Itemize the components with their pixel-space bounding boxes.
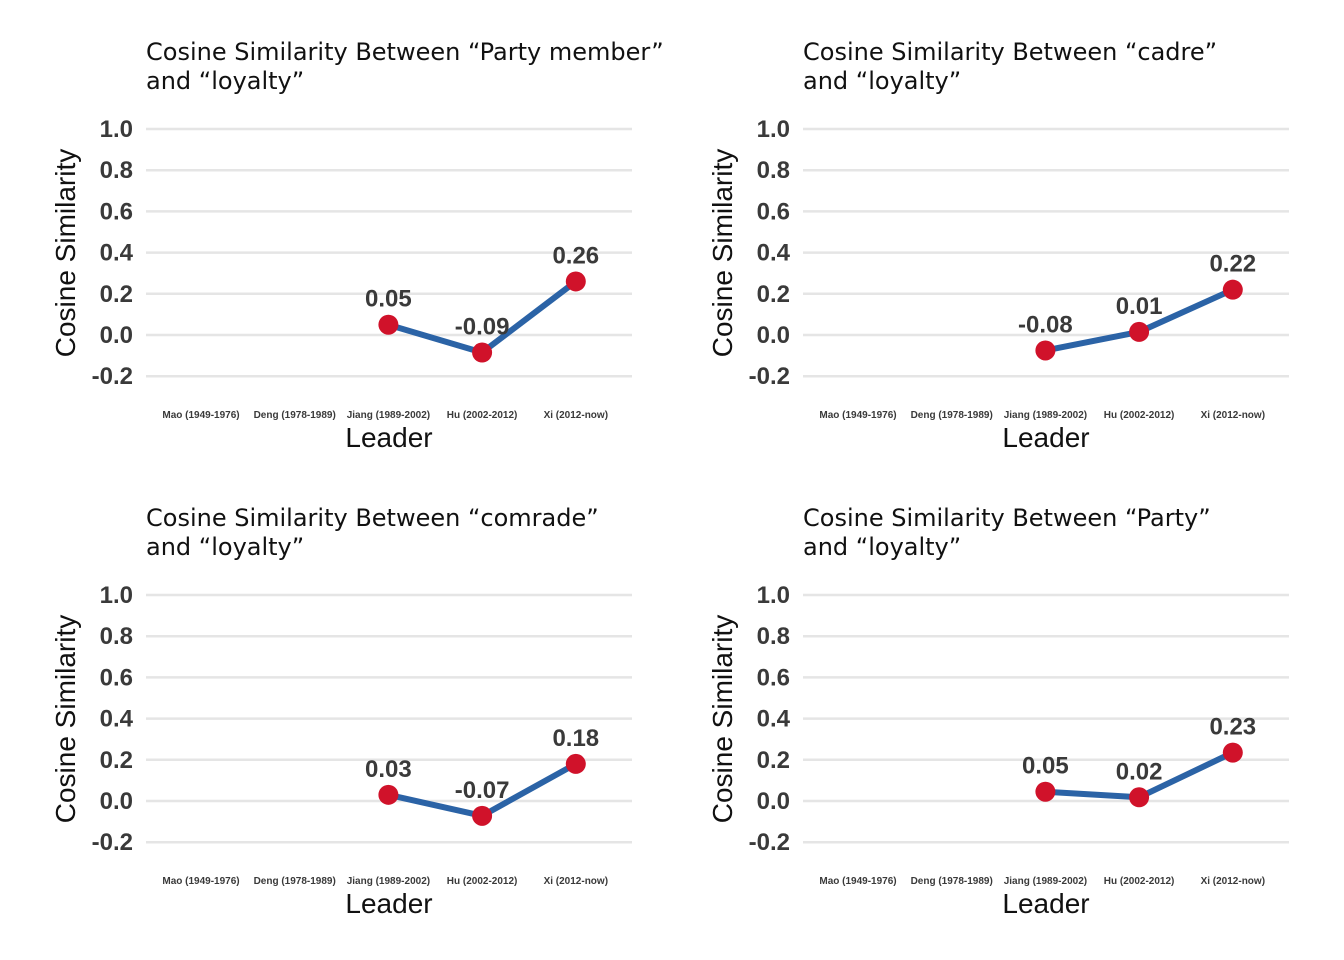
data-label: 0.01 xyxy=(1116,293,1163,320)
data-label: 0.02 xyxy=(1116,758,1163,785)
data-label: 0.05 xyxy=(365,286,412,313)
data-label: 0.23 xyxy=(1209,714,1256,741)
y-axis-label: Cosine Similarity xyxy=(50,615,81,824)
data-point xyxy=(1129,321,1150,342)
data-label: 0.05 xyxy=(1022,753,1069,780)
x-tick-label: Mao (1949-1976) xyxy=(162,876,239,887)
chart-panel-1: Cosine Similarity Between “Party member”… xyxy=(50,38,664,453)
y-tick-label: 0.2 xyxy=(757,747,790,774)
x-axis-label: Leader xyxy=(345,422,432,453)
data-label: -0.08 xyxy=(1018,311,1073,338)
y-tick-label: 1.0 xyxy=(757,582,790,609)
chart-panel-3: Cosine Similarity Between “comrade”and “… xyxy=(50,504,632,919)
data-label: 0.18 xyxy=(552,725,599,752)
y-tick-label: 0.6 xyxy=(757,664,790,691)
chart-title-line-1: Cosine Similarity Between “cadre” xyxy=(803,38,1217,66)
chart-panel-2: Cosine Similarity Between “cadre”and “lo… xyxy=(707,38,1289,453)
chart-title-line-2: and “loyalty” xyxy=(803,533,961,561)
x-tick-label: Deng (1978-1989) xyxy=(254,876,336,887)
x-axis-label: Leader xyxy=(1002,888,1089,919)
y-tick-label: 1.0 xyxy=(100,116,133,143)
y-tick-label: 0.4 xyxy=(757,706,791,733)
x-tick-label: Jiang (1989-2002) xyxy=(347,876,430,887)
x-tick-label: Jiang (1989-2002) xyxy=(347,410,430,421)
y-tick-label: -0.2 xyxy=(92,829,133,856)
y-tick-label: 1.0 xyxy=(100,582,133,609)
data-point xyxy=(472,805,493,826)
data-point xyxy=(378,784,399,805)
y-tick-label: 1.0 xyxy=(757,116,790,143)
y-tick-label: 0.0 xyxy=(100,788,133,815)
data-point xyxy=(1035,781,1056,802)
chart-panel-4: Cosine Similarity Between “Party”and “lo… xyxy=(707,504,1289,919)
data-label: 0.03 xyxy=(365,756,412,783)
y-tick-label: 0.8 xyxy=(757,157,790,184)
y-tick-label: -0.2 xyxy=(749,829,790,856)
data-point xyxy=(378,314,399,335)
x-tick-label: Hu (2002-2012) xyxy=(447,876,518,887)
y-tick-label: 0.6 xyxy=(100,664,133,691)
y-tick-label: 0.2 xyxy=(100,281,133,308)
x-tick-label: Mao (1949-1976) xyxy=(819,410,896,421)
chart-title-line-2: and “loyalty” xyxy=(146,533,304,561)
data-point xyxy=(1222,279,1243,300)
chart-title-line-1: Cosine Similarity Between “Party member” xyxy=(146,38,664,66)
y-tick-label: 0.8 xyxy=(100,623,133,650)
y-tick-label: 0.6 xyxy=(757,198,790,225)
x-tick-label: Deng (1978-1989) xyxy=(911,876,993,887)
y-tick-label: 0.0 xyxy=(757,788,790,815)
x-tick-label: Mao (1949-1976) xyxy=(819,876,896,887)
data-label: -0.07 xyxy=(455,777,510,804)
data-point xyxy=(1035,340,1056,361)
y-tick-label: 0.8 xyxy=(100,157,133,184)
chart-title-line-2: and “loyalty” xyxy=(146,67,304,95)
data-label: -0.09 xyxy=(455,314,510,341)
x-tick-label: Xi (2012-now) xyxy=(544,410,608,421)
data-point xyxy=(1222,742,1243,763)
data-point xyxy=(565,271,586,292)
data-label: 0.26 xyxy=(552,242,599,269)
x-tick-label: Mao (1949-1976) xyxy=(162,410,239,421)
x-tick-label: Jiang (1989-2002) xyxy=(1004,410,1087,421)
x-tick-label: Hu (2002-2012) xyxy=(1104,876,1175,887)
y-tick-label: -0.2 xyxy=(92,363,133,390)
y-tick-label: 0.2 xyxy=(100,747,133,774)
y-tick-label: 0.6 xyxy=(100,198,133,225)
chart-title-line-2: and “loyalty” xyxy=(803,67,961,95)
data-point xyxy=(565,753,586,774)
data-point xyxy=(472,342,493,363)
x-tick-label: Xi (2012-now) xyxy=(1201,876,1265,887)
y-axis-label: Cosine Similarity xyxy=(707,615,738,824)
y-tick-label: 0.4 xyxy=(100,706,134,733)
x-tick-label: Deng (1978-1989) xyxy=(911,410,993,421)
y-tick-label: 0.4 xyxy=(100,240,134,267)
y-axis-label: Cosine Similarity xyxy=(707,149,738,358)
y-tick-label: 0.0 xyxy=(100,322,133,349)
x-tick-label: Hu (2002-2012) xyxy=(447,410,518,421)
x-tick-label: Jiang (1989-2002) xyxy=(1004,876,1087,887)
x-tick-label: Hu (2002-2012) xyxy=(1104,410,1175,421)
chart-title-line-1: Cosine Similarity Between “comrade” xyxy=(146,504,599,532)
y-axis-label: Cosine Similarity xyxy=(50,149,81,358)
data-label: 0.22 xyxy=(1209,251,1256,278)
y-tick-label: -0.2 xyxy=(749,363,790,390)
x-tick-label: Deng (1978-1989) xyxy=(254,410,336,421)
y-tick-label: 0.2 xyxy=(757,281,790,308)
x-axis-label: Leader xyxy=(345,888,432,919)
chart-title-line-1: Cosine Similarity Between “Party” xyxy=(803,504,1211,532)
x-tick-label: Xi (2012-now) xyxy=(544,876,608,887)
y-tick-label: 0.8 xyxy=(757,623,790,650)
y-tick-label: 0.0 xyxy=(757,322,790,349)
x-tick-label: Xi (2012-now) xyxy=(1201,410,1265,421)
x-axis-label: Leader xyxy=(1002,422,1089,453)
data-point xyxy=(1129,787,1150,808)
y-tick-label: 0.4 xyxy=(757,240,791,267)
